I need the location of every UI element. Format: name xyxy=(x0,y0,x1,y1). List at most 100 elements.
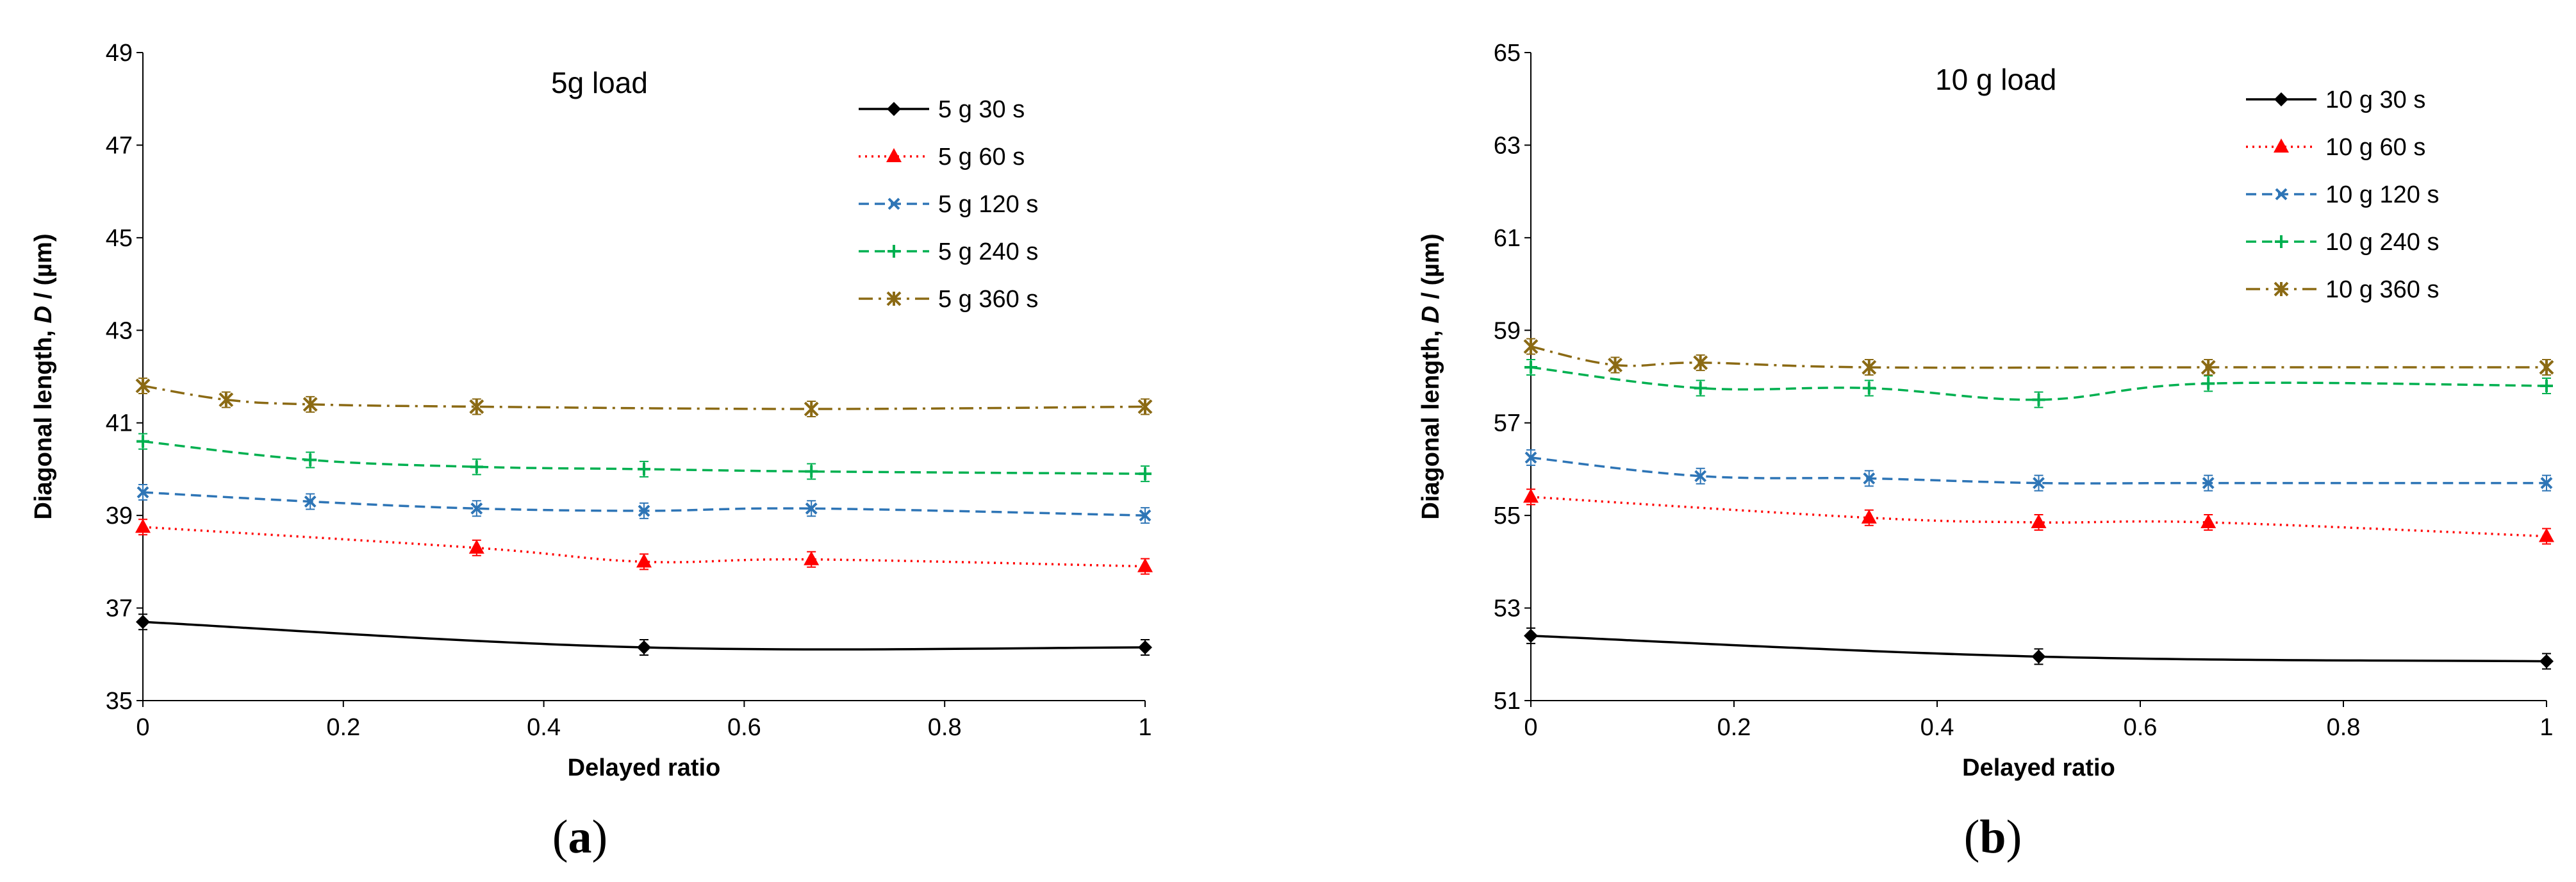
legend-swatch-marker xyxy=(2275,188,2288,201)
x-tick-label: 0.8 xyxy=(2327,714,2361,741)
legend: 10 g 30 s 10 g 60 s 10 g 120 s 10 g 240 s 10… xyxy=(2246,87,2439,303)
data-point xyxy=(2539,528,2554,542)
x-tick-label: 0.6 xyxy=(2124,714,2158,741)
data-point xyxy=(805,502,818,515)
legend-swatch-marker xyxy=(2274,138,2289,153)
data-point xyxy=(470,502,483,515)
data-point xyxy=(1137,399,1153,414)
series-5-g-240-s xyxy=(136,433,1152,483)
y-tick-label: 65 xyxy=(1494,40,1521,67)
data-point xyxy=(638,462,650,476)
data-point xyxy=(2539,654,2554,669)
series-line-10-g-60-s xyxy=(1530,495,2547,538)
chart-panel-b: 51 53 55 57 59 61 63 65 0 0.2 0.4 0.6 0.8 1 Delayed ra… xyxy=(1417,40,2554,863)
data-point xyxy=(1694,470,1707,483)
series-5-g-120-s xyxy=(136,484,1152,524)
y-tick-label: 49 xyxy=(106,40,133,67)
y-tick-label: 35 xyxy=(106,688,133,715)
y-tick-label: 63 xyxy=(1494,132,1521,159)
legend-swatch-marker xyxy=(888,245,900,258)
legend-label-5-g-360-s: 5 g 360 s xyxy=(938,286,1038,313)
legend-swatch-marker xyxy=(2274,281,2289,297)
legend-swatch-marker xyxy=(2275,235,2288,248)
y-tick-label: 41 xyxy=(106,410,133,437)
panel-label: (a) xyxy=(552,811,607,863)
data-point xyxy=(1863,472,1876,485)
x-tick-label: 0.4 xyxy=(1920,714,1954,741)
data-point xyxy=(219,392,234,408)
y-tick-label: 59 xyxy=(1494,317,1521,344)
series-line-5-g-120-s xyxy=(142,491,1146,517)
series-10-g-60-s xyxy=(1523,488,2554,545)
x-tick-label: 1 xyxy=(1138,714,1152,741)
data-point xyxy=(1524,361,1537,374)
data-point xyxy=(468,539,484,554)
data-point xyxy=(1861,509,1877,524)
legend-label-10-g-60-s: 10 g 60 s xyxy=(2325,134,2425,161)
legend-swatch-marker xyxy=(886,148,902,162)
y-tick-label: 39 xyxy=(106,503,133,529)
series-line-10-g-360-s xyxy=(1530,345,2547,369)
data-point xyxy=(1524,451,1537,464)
chart-title: 10 g load xyxy=(1935,63,2056,96)
legend-swatch-marker xyxy=(887,102,901,116)
data-point xyxy=(136,486,149,499)
chart-panel-a: 35 37 39 41 43 45 47 49 0 0.2 0.4 0.6 0.8 1 Delayed ra… xyxy=(30,40,1153,863)
data-point xyxy=(304,453,317,467)
y-axis-title: Diagonal length, D / (µm) xyxy=(30,233,57,519)
data-point xyxy=(2033,477,2045,490)
series-10-g-240-s xyxy=(1524,359,2553,408)
data-point xyxy=(804,401,819,417)
data-point xyxy=(2202,377,2215,390)
series-10-g-30-s xyxy=(1524,627,2554,670)
legend-label-10-g-30-s: 10 g 30 s xyxy=(2325,87,2425,113)
y-tick-label: 55 xyxy=(1494,503,1521,529)
series-5-g-30-s xyxy=(136,613,1152,656)
x-tick-label: 0.4 xyxy=(527,714,561,741)
data-point xyxy=(135,378,151,394)
y-tick-label: 57 xyxy=(1494,410,1521,437)
data-point xyxy=(1608,358,1622,372)
data-point xyxy=(1139,509,1152,522)
data-point xyxy=(2032,393,2045,406)
data-point xyxy=(1694,381,1707,395)
legend-label-10-g-360-s: 10 g 360 s xyxy=(2325,276,2439,303)
data-point xyxy=(469,399,484,414)
y-tick-label: 51 xyxy=(1494,688,1521,715)
data-point xyxy=(2031,513,2047,528)
series-10-g-120-s xyxy=(1524,449,2553,492)
chart-title: 5g load xyxy=(551,66,648,99)
data-point xyxy=(636,553,652,568)
y-tick-label: 47 xyxy=(106,132,133,159)
x-tick-label: 0.8 xyxy=(928,714,962,741)
data-point xyxy=(470,460,483,474)
data-point xyxy=(1523,488,1539,503)
x-axis-title: Delayed ratio xyxy=(568,754,721,781)
legend-swatch-marker xyxy=(888,197,900,210)
data-point xyxy=(805,465,818,478)
legend-label-5-g-30-s: 5 g 30 s xyxy=(938,96,1025,123)
series-5-g-60-s xyxy=(135,519,1153,575)
x-tick-label: 0 xyxy=(1524,714,1537,741)
y-tick-label: 53 xyxy=(1494,595,1521,622)
data-point xyxy=(135,519,151,533)
data-point xyxy=(804,551,820,565)
data-point xyxy=(2200,513,2217,528)
y-axis-title: Diagonal length, D / (µm) xyxy=(1417,233,1444,519)
legend-label-10-g-240-s: 10 g 240 s xyxy=(2325,229,2439,256)
y-tick-label: 37 xyxy=(106,595,133,622)
legend-label-5-g-120-s: 5 g 120 s xyxy=(938,191,1038,218)
series-line-5-g-60-s xyxy=(142,526,1146,568)
y-tick-label: 61 xyxy=(1494,225,1521,252)
x-tick-label: 1 xyxy=(2539,714,2553,741)
legend-label-5-g-240-s: 5 g 240 s xyxy=(938,238,1038,265)
data-point xyxy=(1523,339,1539,354)
series-line-10-g-120-s xyxy=(1530,456,2547,485)
x-tick-label: 0.2 xyxy=(1717,714,1751,741)
series-5-g-360-s xyxy=(135,377,1153,418)
data-point xyxy=(2539,360,2554,375)
data-point xyxy=(1693,355,1708,370)
data-point xyxy=(638,504,650,517)
legend-label-10-g-120-s: 10 g 120 s xyxy=(2325,181,2439,208)
